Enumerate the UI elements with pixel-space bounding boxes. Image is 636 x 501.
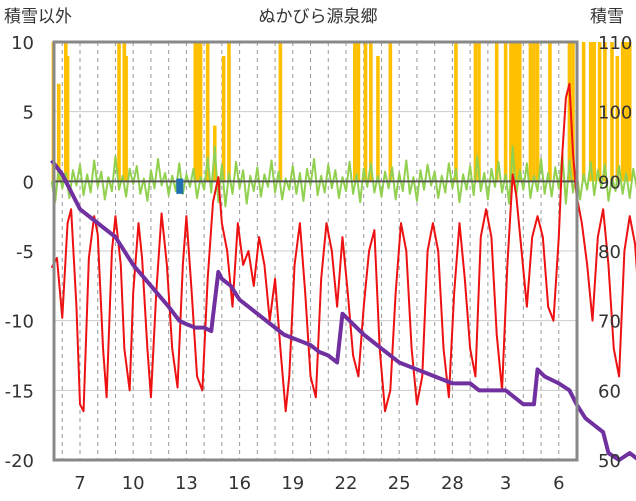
precipitation-spike xyxy=(510,42,515,182)
precipitation-spike xyxy=(571,42,575,182)
left-axis-tick-label: -10 xyxy=(5,312,34,333)
wind-series-line xyxy=(50,145,636,208)
left-axis-tick-label: 10 xyxy=(11,33,34,54)
precipitation-spike xyxy=(503,42,508,182)
precipitation-spike xyxy=(227,42,231,182)
temperature-series-line xyxy=(50,82,636,413)
precipitation-spike xyxy=(205,42,210,182)
left-axis-tick-label: 5 xyxy=(23,103,34,124)
x-axis-tick-label: 6 xyxy=(553,473,564,494)
right-axis-tick-label: 100 xyxy=(598,103,632,124)
blue-marker xyxy=(176,178,184,194)
left-axis-tick-label: -20 xyxy=(5,451,34,472)
right-axis-ticks: 110 100 90 80 70 60 50 xyxy=(598,33,632,472)
precipitation-spike xyxy=(356,42,361,182)
x-axis-ticks: 7 10 13 16 19 22 25 28 3 6 xyxy=(74,473,564,494)
precipitation-spike xyxy=(514,42,519,182)
precipitation-spike xyxy=(624,42,628,182)
precipitation-spike xyxy=(610,42,614,182)
precipitation-spike xyxy=(65,55,70,182)
left-axis-tick-label: -5 xyxy=(16,242,34,263)
right-axis-tick-label: 80 xyxy=(598,242,621,263)
precipitation-spike xyxy=(376,55,380,182)
x-axis-tick-label: 25 xyxy=(388,473,411,494)
precipitation-spike xyxy=(592,42,597,182)
plot-frame xyxy=(52,40,579,462)
precipitation-spike xyxy=(620,42,625,182)
precipitation-spike xyxy=(117,42,121,182)
precipitation-spike xyxy=(369,42,373,182)
precipitation-spike xyxy=(388,42,393,182)
right-axis-tick-label: 110 xyxy=(598,33,632,54)
x-axis-tick-label: 22 xyxy=(335,473,358,494)
x-axis-tick-label: 13 xyxy=(175,473,198,494)
precipitation-spike xyxy=(124,55,128,182)
precipitation-spike xyxy=(597,42,602,182)
precipitation-spike xyxy=(353,42,357,182)
precipitation-spike xyxy=(615,55,620,182)
precipitation-spike xyxy=(278,42,283,182)
right-axis-tick-label: 90 xyxy=(598,172,621,193)
plot-series xyxy=(50,42,636,462)
precipitation-spike xyxy=(198,42,203,182)
precipitation-spike xyxy=(494,42,499,182)
precipitation-spike xyxy=(221,55,226,182)
right-axis-title: 積雪 xyxy=(590,7,624,27)
precipitation-spike xyxy=(548,42,552,182)
precipitation-spike xyxy=(535,42,540,182)
x-axis-tick-label: 16 xyxy=(228,473,251,494)
x-axis-tick-label: 3 xyxy=(500,473,511,494)
precipitation-spike xyxy=(588,42,593,182)
chart-title: ぬかびら源泉郷 xyxy=(259,7,378,27)
left-axis-tick-label: 0 xyxy=(23,172,34,193)
x-axis-tick-label: 7 xyxy=(74,473,85,494)
right-axis-tick-label: 50 xyxy=(598,451,621,472)
precipitation-spike xyxy=(363,42,368,182)
left-axis-title: 積雪以外 xyxy=(4,7,72,27)
x-axis-tick-label: 10 xyxy=(122,473,145,494)
precipitation-spike xyxy=(454,42,458,182)
x-axis-tick-label: 19 xyxy=(281,473,304,494)
precipitation-spike xyxy=(517,42,522,182)
precipitation-spike xyxy=(567,42,572,182)
precipitation-spike xyxy=(581,42,586,182)
precipitation-spike xyxy=(532,42,536,182)
left-axis-tick-label: -15 xyxy=(5,381,34,402)
precipitation-spike xyxy=(477,42,481,182)
precipitation-spike xyxy=(56,83,61,182)
left-axis-ticks: 10 5 0 -5 -10 -15 -20 xyxy=(5,33,34,472)
x-axis-tick-label: 28 xyxy=(441,473,464,494)
snow-depth-series-line xyxy=(50,159,636,462)
precipitation-spike xyxy=(193,42,198,182)
precipitation-spike xyxy=(603,42,607,182)
precipitation-spike xyxy=(528,42,533,182)
right-axis-tick-label: 60 xyxy=(598,381,621,402)
right-axis-tick-label: 70 xyxy=(598,312,621,333)
precipitation-spike xyxy=(473,42,478,182)
precipitation-spike xyxy=(627,42,632,182)
